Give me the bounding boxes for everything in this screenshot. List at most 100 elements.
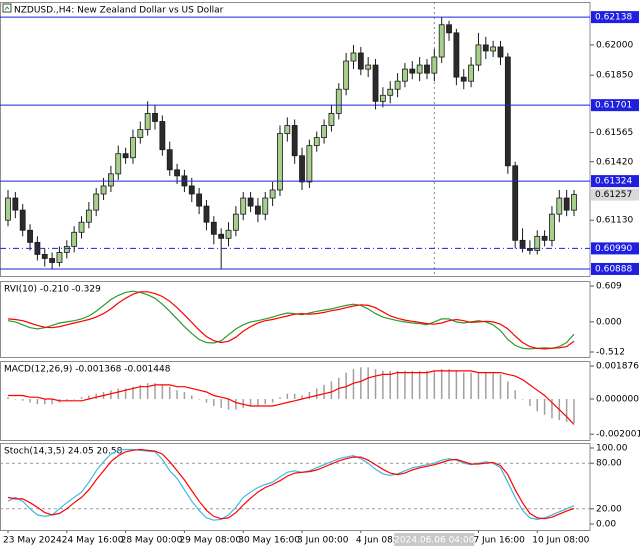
y-tick-label: 0.62000: [596, 40, 633, 50]
candle-body: [188, 185, 195, 195]
y-tick-label: 20.00: [596, 504, 622, 514]
x-tick-label: 7 Jun 16:00: [473, 536, 525, 546]
histogram-bar: [396, 370, 399, 399]
candle-body: [512, 165, 519, 241]
histogram-bar: [462, 372, 465, 399]
candle-body: [556, 197, 563, 215]
candle-body: [130, 137, 136, 159]
candle-body: [93, 193, 100, 211]
y-tick-label: 100.00: [596, 444, 628, 454]
candle-body: [335, 88, 342, 114]
histogram-bar: [21, 398, 24, 401]
indicator-line: [7, 448, 575, 520]
histogram-bar: [154, 383, 156, 399]
symbol-icon: [2, 3, 12, 13]
candle-body: [394, 80, 401, 90]
histogram-bar: [418, 370, 421, 399]
crosshair-time-bg: [394, 533, 475, 546]
histogram-bar: [499, 374, 502, 399]
x-tick-label: 3 Jun 00:00: [297, 536, 349, 546]
candle-body: [365, 64, 372, 70]
candle-body: [534, 235, 541, 251]
candle-body: [387, 88, 394, 96]
candle-body: [232, 213, 239, 231]
histogram-bar: [330, 381, 333, 399]
histogram-bar: [293, 393, 296, 399]
candle-body: [313, 137, 320, 147]
candle-body: [247, 197, 254, 207]
candle-body: [210, 221, 217, 235]
candle-body: [299, 155, 305, 183]
histogram-bar: [257, 398, 259, 407]
candle-body: [482, 44, 489, 52]
candle-body: [402, 68, 408, 82]
histogram-bar: [374, 369, 377, 399]
price-line-label-bg: [591, 99, 639, 112]
candle-body: [277, 133, 283, 191]
candle-body: [137, 129, 144, 138]
histogram-bar: [323, 384, 325, 399]
candle-body: [497, 46, 504, 58]
histogram-bar: [514, 390, 516, 399]
histogram-bar: [176, 390, 178, 399]
y-tick-label: 0.000000: [596, 394, 639, 404]
y-tick-label: -0.512: [596, 347, 625, 357]
panel-frame: [0, 361, 591, 441]
candle-body: [240, 197, 247, 215]
candle-body: [27, 229, 33, 243]
candle-body: [100, 185, 107, 195]
candle-body: [255, 205, 261, 215]
y-tick-label: 0.609: [596, 282, 622, 292]
y-tick-label: 0.61850: [596, 71, 633, 81]
histogram-bar: [191, 395, 193, 399]
price-line-label: 0.61701: [595, 101, 632, 111]
x-tick-label: 30 May 16:00: [238, 536, 300, 546]
histogram-bar: [521, 398, 524, 400]
candle-body: [144, 113, 151, 130]
candle-body: [424, 64, 430, 74]
histogram-bar: [139, 384, 142, 399]
candle-body: [328, 113, 335, 126]
candle-body: [19, 209, 26, 231]
candle-body: [166, 149, 173, 171]
histogram-bar: [213, 398, 215, 407]
candle-body: [446, 24, 452, 34]
histogram-bar: [73, 398, 75, 400]
panel-title: RVI(10) -0.210 -0.329: [4, 285, 101, 295]
last-price-label: 0.61257: [595, 190, 632, 200]
histogram-bar: [36, 398, 39, 405]
histogram-bar: [132, 386, 134, 399]
candle-body: [379, 94, 386, 102]
indicator-line: [7, 291, 575, 350]
candle-body: [5, 197, 11, 221]
histogram-bar: [433, 370, 436, 399]
histogram-bar: [198, 398, 200, 400]
candle-body: [416, 64, 423, 74]
panel-title: Stoch(14,3,5) 24.05 20.58: [4, 447, 123, 457]
histogram-bar: [426, 370, 428, 399]
candle-body: [571, 194, 577, 211]
price-line-label: 0.60888: [595, 264, 632, 274]
histogram-bar: [249, 398, 252, 407]
candle-body: [409, 68, 416, 74]
histogram-bar: [315, 388, 318, 399]
candle-body: [12, 197, 19, 211]
histogram-bar: [477, 372, 480, 399]
histogram-bar: [470, 372, 472, 399]
histogram-bar: [411, 370, 414, 399]
histogram-bar: [543, 398, 546, 415]
panel-title: MACD(12,26,9) -0.001368 -0.001448: [4, 365, 171, 375]
candle-body: [431, 56, 438, 74]
histogram-bar: [492, 372, 494, 399]
y-tick-label: 0.61130: [596, 216, 633, 226]
histogram-bar: [308, 391, 311, 399]
candle-body: [519, 239, 526, 249]
candle-body: [41, 254, 48, 259]
x-tick-label: 23 May 2024: [3, 536, 62, 546]
candle-body: [78, 221, 85, 233]
x-tick-label: 4 Jun 08:00: [356, 536, 408, 546]
x-tick-label: 10 Jun 08:00: [532, 536, 589, 546]
histogram-bar: [536, 398, 538, 412]
